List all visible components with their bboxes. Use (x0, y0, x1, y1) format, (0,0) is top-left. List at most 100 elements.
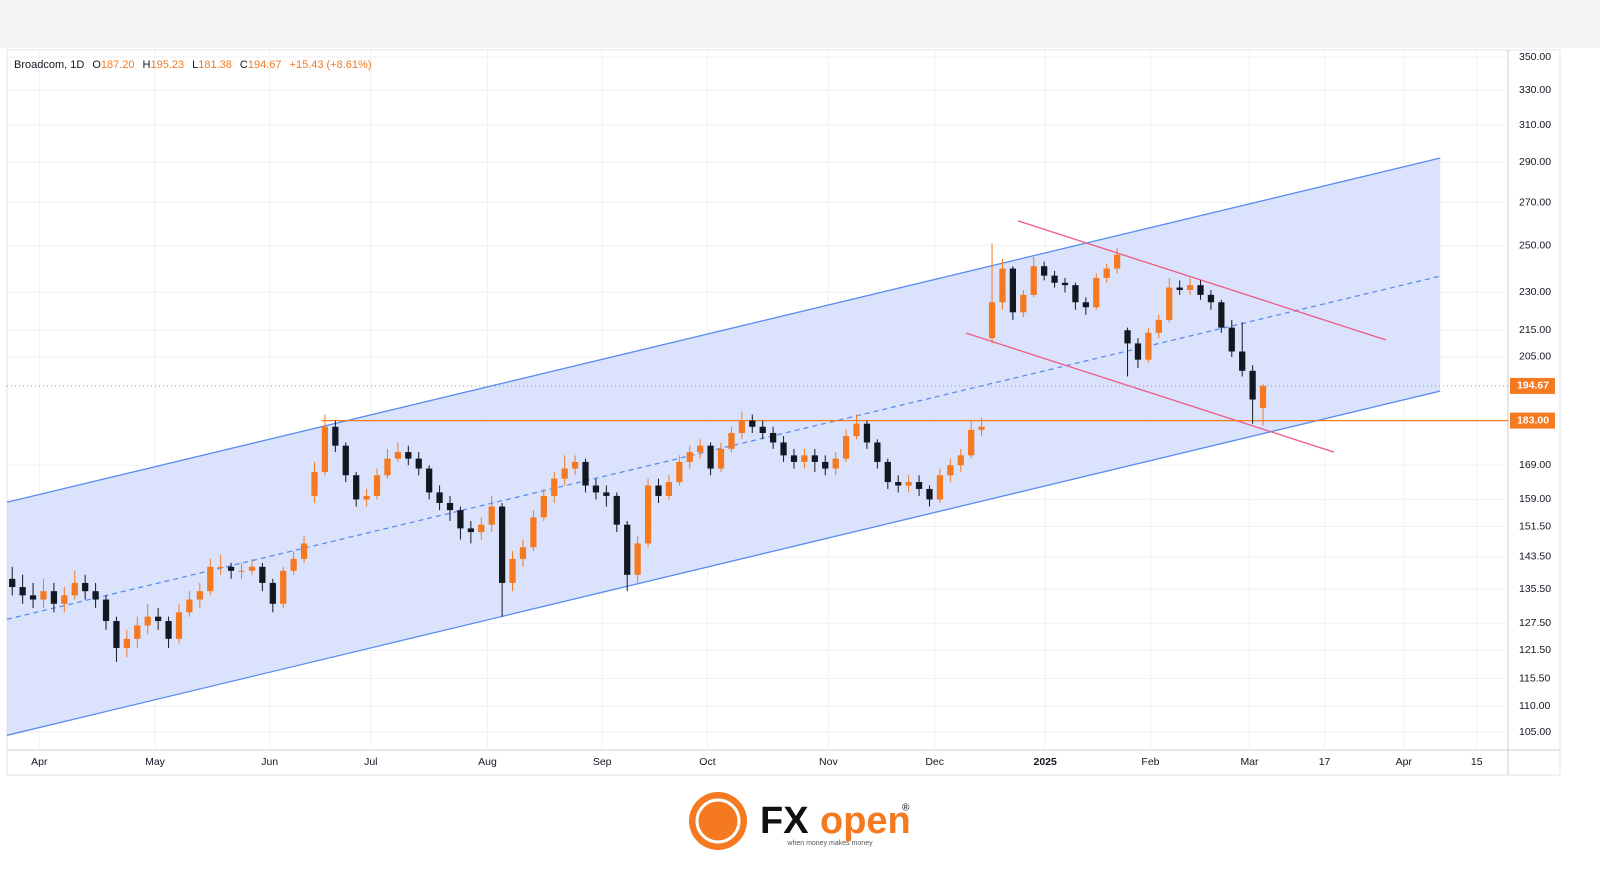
candle-body (19, 587, 26, 596)
candle-body (1051, 275, 1058, 283)
candle-body (571, 461, 579, 469)
candle-body (738, 420, 745, 433)
candle-body (144, 616, 151, 626)
last-price-tag (1510, 377, 1555, 394)
candle-body (1030, 266, 1037, 295)
candle-body (321, 426, 329, 472)
candle-body (936, 475, 944, 500)
candle-body (478, 524, 485, 533)
candle-body (613, 495, 620, 525)
candle-body (113, 621, 120, 648)
x-tick-label: Aug (478, 756, 497, 768)
candle-body (61, 595, 68, 604)
candle-body (759, 426, 766, 433)
level-label: 183.00 (1517, 414, 1549, 426)
candle-body (269, 582, 276, 604)
candle-body (363, 495, 370, 500)
y-tick-label: 330.00 (1519, 84, 1551, 96)
logo-brand-a: FX (760, 800, 809, 842)
candle-body (717, 448, 725, 469)
candle-body (790, 455, 798, 462)
candle-body (884, 461, 891, 483)
candle-body (353, 475, 360, 500)
candle-body (50, 591, 58, 604)
logo-icon-ring (695, 798, 741, 844)
candle-body (1239, 351, 1246, 371)
candle-body (342, 445, 349, 476)
logo: FX open ® when money makes money (689, 792, 911, 850)
top-strip (0, 0, 1600, 48)
y-tick-label: 110.00 (1519, 700, 1550, 712)
legend: Broadcom, 1D O187.20 H195.23 L181.38 C194.67… (14, 59, 371, 71)
candle-body (123, 638, 130, 648)
candle-body (968, 429, 975, 456)
candle-body (551, 478, 558, 496)
x-tick-label: Sep (593, 756, 612, 768)
y-tick-label: 250.00 (1519, 239, 1551, 251)
legend-symbol: Broadcom, 1D (14, 59, 84, 71)
candle-body (238, 570, 245, 572)
candle-body (1218, 302, 1225, 328)
candle-body (842, 436, 850, 459)
legend-change: +15.43 (+8.61%) (290, 59, 372, 71)
candle-body (134, 625, 141, 639)
candle-body (1082, 302, 1089, 308)
candle-body (509, 558, 516, 583)
candle-body (290, 558, 297, 571)
legend-key: O (92, 59, 101, 71)
x-tick-label: Dec (925, 756, 944, 768)
channel-middle (6, 275, 1441, 620)
candle-body (853, 423, 860, 437)
y-tick-label: 169.00 (1519, 459, 1551, 471)
candle-body (624, 524, 631, 575)
candle-body (1093, 277, 1100, 308)
candle-body (676, 461, 683, 483)
candle-body (405, 452, 412, 459)
candle-body (644, 485, 652, 544)
x-tick-label: May (145, 756, 166, 768)
candle-body (655, 485, 662, 496)
candle-body (780, 442, 787, 456)
candle-body (1020, 294, 1027, 313)
candle-body (561, 468, 568, 479)
y-tick-label: 310.00 (1519, 119, 1551, 131)
candle-body (728, 432, 735, 449)
x-tick-label: Feb (1141, 756, 1159, 768)
candle-body (1134, 343, 1142, 360)
x-tick-label: Nov (819, 756, 838, 768)
y-tick-label: 143.50 (1519, 551, 1551, 563)
candle-body (29, 595, 37, 600)
candle-body (426, 468, 433, 493)
candle-body (9, 578, 16, 588)
level-tag (1510, 412, 1555, 429)
y-tick-label: 105.00 (1519, 726, 1551, 738)
candle-body (102, 599, 110, 622)
candle-body (259, 566, 266, 583)
candle-body (196, 591, 203, 600)
candle-body (770, 432, 777, 443)
y-tick-label: 215.00 (1519, 324, 1551, 336)
candle-body (165, 621, 172, 639)
y-tick-label: 121.50 (1519, 644, 1551, 656)
descending-lower (965, 332, 1335, 453)
candle-body (707, 445, 714, 469)
legend-value: 195.23 (150, 59, 184, 71)
legend-value: 181.38 (198, 59, 232, 71)
candle-body (207, 566, 214, 592)
y-tick-label: 270.00 (1519, 196, 1551, 208)
candle-body (1113, 254, 1121, 269)
candle-body (905, 482, 912, 486)
logo-brand-b: open (820, 800, 911, 842)
candle-body (874, 442, 881, 462)
candle-body (92, 591, 99, 600)
candle-body (373, 475, 381, 496)
legend-value: 187.20 (101, 59, 135, 71)
candle-body (1103, 268, 1110, 278)
candle-body (186, 599, 193, 613)
candle-body (1166, 287, 1173, 320)
candle-body (488, 506, 495, 525)
candle-body (634, 543, 641, 575)
legend-key: L (192, 59, 198, 71)
candle-body (999, 268, 1006, 303)
